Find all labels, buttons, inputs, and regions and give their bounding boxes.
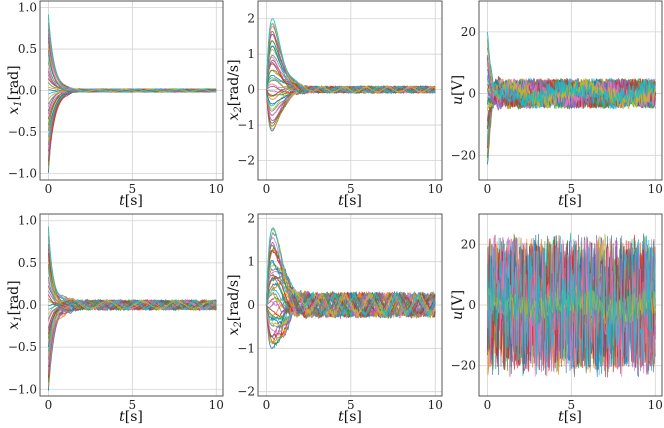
x-tick-label: 5 — [347, 398, 355, 412]
tick-labels: 0 5 10 −1.0 −0.5 0.0 0.5 1.0 — [8, 1, 224, 196]
x-axis-label: t[s] — [558, 409, 582, 425]
y-tick-label: 2 — [247, 211, 255, 225]
x-tick-label: 10 — [428, 182, 443, 196]
x-tick-label: 10 — [209, 398, 224, 412]
y-tick-label: −2 — [237, 154, 255, 168]
x-tick-label: 10 — [648, 182, 663, 196]
x-axis-label: t[s] — [338, 193, 362, 209]
y-axis-label: u[V] — [450, 290, 466, 320]
series-line — [265, 23, 436, 94]
plot-frame — [478, 213, 663, 397]
y-tick-label: −1 — [237, 341, 255, 355]
tick-labels: 0 5 10 −1.0 −0.5 0.0 0.5 1.0 — [8, 214, 224, 412]
x-tick-label: 0 — [484, 182, 492, 196]
y-tick-label: −0.5 — [8, 340, 37, 354]
series-line — [265, 227, 436, 318]
x-tick-label: 0 — [263, 398, 271, 412]
plot-frame — [478, 0, 663, 181]
x-axis-label: t[s] — [558, 193, 582, 209]
plot-frame — [257, 0, 443, 181]
x-tick-label: 5 — [568, 182, 576, 196]
series-group — [47, 226, 217, 391]
y-tick-label: 1.0 — [18, 1, 37, 15]
panel-bottom-right: 0 5 10 −20 0 20 t[s] u[V] — [450, 213, 663, 425]
series-group — [487, 232, 656, 378]
y-tick-label: −1.0 — [8, 166, 37, 180]
y-axis-label: x2[rad/s] — [226, 274, 244, 335]
tick-labels: 0 5 10 −20 0 20 — [451, 237, 663, 412]
y-tick-label: −20 — [451, 359, 476, 373]
x-tick-label: 0 — [484, 398, 492, 412]
x-tick-label: 0 — [45, 182, 53, 196]
x-tick-label: 10 — [428, 398, 443, 412]
plot-frame — [39, 213, 224, 397]
y-tick-label: 0 — [247, 83, 255, 97]
y-tick-label: −20 — [451, 148, 476, 162]
series-group — [265, 227, 436, 349]
series-group — [265, 18, 436, 132]
x-axis-label: t[s] — [338, 409, 362, 425]
y-axis-label: x2[rad/s] — [226, 59, 244, 120]
series-line — [47, 14, 217, 93]
y-tick-label: 1.0 — [18, 214, 37, 228]
plot-frame — [39, 0, 224, 181]
series-line — [265, 18, 436, 94]
panel-bottom-left: 0 5 10 −1.0 −0.5 0.0 0.5 1.0 t[s] x1[rad] — [6, 213, 224, 425]
x-axis-label: t[s] — [119, 409, 143, 425]
series-line — [486, 38, 656, 110]
tick-labels: 0 5 10 −2 −1 0 1 2 — [237, 211, 443, 412]
series-line — [47, 226, 217, 311]
x-tick-label: 0 — [263, 182, 271, 196]
x-tick-label: 0 — [45, 398, 53, 412]
panel-top-left: 0 5 10 −1.0 −0.5 0.0 0.5 1.0 t[s] x1[rad] — [6, 0, 224, 209]
series-line — [486, 31, 656, 109]
series-line — [265, 22, 436, 94]
y-tick-label: −1 — [237, 118, 255, 132]
grid — [258, 1, 442, 180]
y-tick-label: 0.5 — [18, 256, 37, 270]
panel-top-right: 0 5 10 −20 0 20 t[s] u[V] — [450, 0, 663, 209]
y-tick-label: 1 — [247, 47, 255, 61]
series-group — [486, 31, 656, 165]
x-tick-label: 10 — [209, 182, 224, 196]
x-tick-label: 10 — [648, 398, 663, 412]
y-tick-label: 0 — [468, 87, 476, 101]
series-line — [47, 17, 217, 93]
y-axis-label: x1[rad] — [6, 280, 24, 329]
y-tick-label: −2 — [237, 385, 255, 399]
y-tick-label: 2 — [247, 12, 255, 26]
series-line — [47, 22, 217, 93]
panel-bottom-middle: 0 5 10 −2 −1 0 1 2 t[s] x2[rad/s] — [226, 211, 443, 425]
x-tick-label: 5 — [129, 398, 137, 412]
x-tick-label: 5 — [347, 182, 355, 196]
x-axis-label: t[s] — [119, 193, 143, 209]
tick-labels: 0 5 10 −20 0 20 — [451, 25, 663, 196]
y-axis-label: u[V] — [450, 75, 466, 105]
x-tick-label: 5 — [568, 398, 576, 412]
y-tick-label: 0 — [247, 298, 255, 312]
series-line — [487, 235, 656, 377]
y-tick-label: −1.0 — [8, 382, 37, 396]
tick-labels: 0 5 10 −2 −1 0 1 2 — [237, 12, 443, 196]
panel-top-middle: 0 5 10 −2 −1 0 1 2 t[s] x2[rad/s] — [226, 0, 443, 209]
y-tick-label: 0 — [468, 298, 476, 312]
y-tick-label: −0.5 — [8, 125, 37, 139]
y-tick-label: 0.5 — [18, 42, 37, 56]
y-tick-label: 20 — [461, 25, 476, 39]
y-tick-label: 0.0 — [18, 298, 37, 312]
plot-frame — [257, 213, 443, 397]
y-tick-label: 20 — [461, 237, 476, 251]
series-group — [47, 14, 217, 173]
x-tick-label: 5 — [129, 182, 137, 196]
y-tick-label: 1 — [247, 255, 255, 269]
y-tick-label: 0.0 — [18, 84, 37, 98]
y-axis-label: x1[rad] — [6, 65, 24, 114]
